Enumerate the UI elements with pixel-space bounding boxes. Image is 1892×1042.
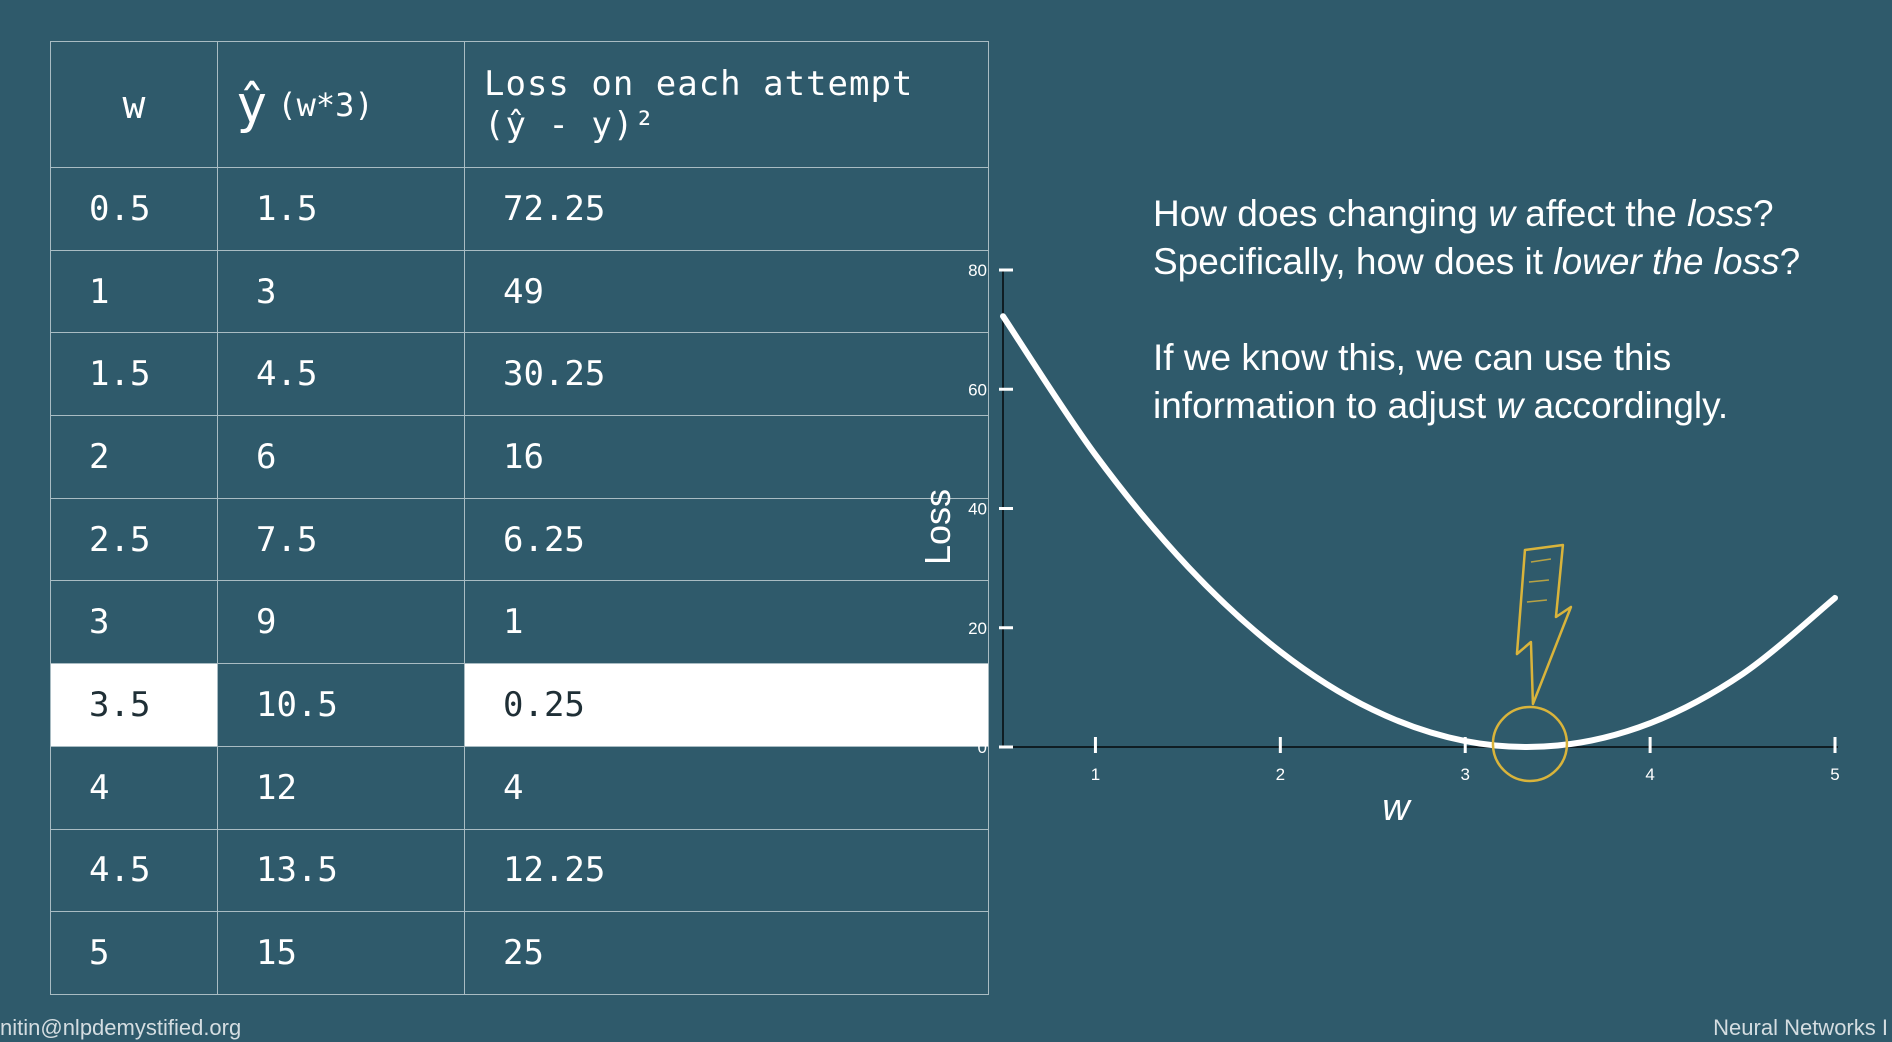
table-row: 4 12 4	[50, 745, 989, 830]
question-line-1: How does changing w affect the loss?	[1153, 190, 1800, 238]
cell-loss: 25	[464, 911, 989, 995]
arrow-hatching	[1526, 558, 1552, 603]
cell-yhat: 1.5	[217, 167, 465, 251]
table-row: 0.5 1.5 72.25	[50, 167, 989, 251]
table-row: 2.5 7.5 6.25	[50, 497, 989, 582]
q1-part-b: affect the	[1515, 193, 1688, 234]
y-axis-label: Loss	[917, 489, 958, 565]
table-header-row: w ŷ (w*3) Loss on each attempt (ŷ - y)²	[50, 41, 989, 168]
header-w: w	[50, 41, 218, 168]
minimum-marker-circle	[1491, 705, 1569, 783]
cell-yhat: 10.5	[217, 663, 465, 747]
answer-line-1: If we know this, we can use this	[1153, 337, 1672, 378]
cell-yhat: 15	[217, 911, 465, 995]
table-body: 0.5 1.5 72.25 1 3 49 1.5 4.5 30.25 2 6 16 2.5 7.5 6.25…	[50, 167, 989, 995]
table-row: 1 3 49	[50, 249, 989, 334]
q2-part-b: ?	[1779, 241, 1801, 282]
x-tick-label: 3	[1460, 765, 1469, 784]
p2-w: w	[1496, 385, 1524, 426]
lightning-arrow-icon	[1515, 543, 1573, 706]
cell-yhat: 7.5	[217, 497, 465, 582]
table-row: 5 15 25	[50, 911, 989, 995]
q1-part-a: How does changing	[1153, 193, 1489, 234]
yhat-note: (w*3)	[277, 85, 374, 124]
cell-loss: 12.25	[464, 828, 989, 913]
cell-loss: 1	[464, 580, 989, 665]
question-line-2: Specifically, how does it lower the loss…	[1153, 238, 1800, 286]
y-tick-label: 80	[968, 261, 987, 280]
question-annotation: How does changing w affect the loss? Spe…	[1153, 190, 1800, 430]
cell-yhat: 4.5	[217, 332, 465, 417]
footer-email: nitin@nlpdemystified.org	[0, 1015, 242, 1040]
x-tick-label: 1	[1091, 765, 1100, 784]
y-tick-label: 20	[968, 619, 987, 638]
cell-w: 3	[50, 580, 218, 665]
cell-loss: 49	[464, 249, 989, 334]
header-loss: Loss on each attempt (ŷ - y)²	[464, 41, 989, 168]
cell-w: 1.5	[50, 332, 218, 417]
loss-curve	[1000, 313, 1838, 750]
loss-header-line2: (ŷ - y)²	[484, 104, 656, 145]
p2-part-b: accordingly.	[1523, 385, 1729, 426]
y-tick-label: 40	[968, 500, 987, 519]
q1-loss: loss	[1687, 193, 1753, 234]
footer-course-title: Neural Networks I	[1713, 1015, 1888, 1040]
cell-w: 0.5	[50, 167, 218, 251]
cell-loss: 4	[464, 745, 989, 830]
yhat-symbol: ŷ	[236, 74, 268, 135]
q1-w: w	[1488, 193, 1516, 234]
cell-w: 5	[50, 911, 218, 995]
p2-part-a: information to adjust	[1153, 385, 1497, 426]
header-w-label: w	[122, 82, 146, 127]
cell-loss: 6.25	[464, 497, 989, 582]
answer-line-2: information to adjust w accordingly.	[1153, 382, 1800, 430]
cell-yhat: 6	[217, 415, 465, 499]
table-row: 2 6 16	[50, 415, 989, 499]
x-tick-label: 2	[1276, 765, 1285, 784]
cell-w: 3.5	[50, 663, 218, 747]
cell-yhat: 3	[217, 249, 465, 334]
loss-table: w ŷ (w*3) Loss on each attempt (ŷ - y)² 0.…	[50, 41, 989, 995]
y-tick-label: 60	[968, 380, 987, 399]
loss-header-line1: Loss on each attempt	[484, 63, 914, 104]
cell-loss: 72.25	[464, 167, 989, 251]
x-axis-label: w	[1382, 787, 1412, 829]
x-tick-label: 4	[1645, 765, 1654, 784]
q2-part-a: Specifically, how does it	[1153, 241, 1554, 282]
header-yhat: ŷ (w*3)	[217, 41, 465, 168]
cell-w: 2.5	[50, 497, 218, 582]
q2-emphasis: lower the loss	[1553, 241, 1780, 282]
y-tick-label: 0	[978, 738, 987, 757]
x-tick-label: 5	[1830, 765, 1839, 784]
q1-part-c: ?	[1752, 193, 1774, 234]
cell-w: 2	[50, 415, 218, 499]
